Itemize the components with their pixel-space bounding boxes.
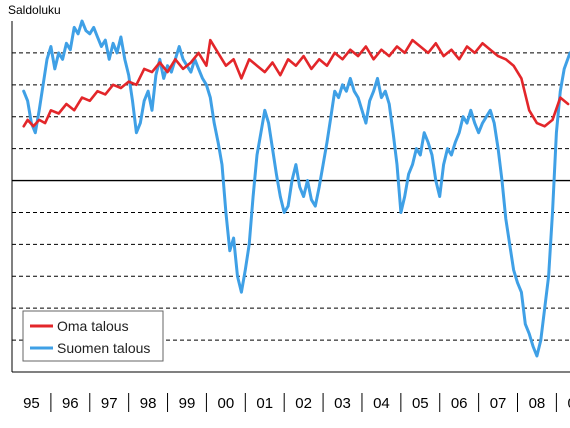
x-tick-label: 03 bbox=[334, 395, 351, 412]
y-axis-label: Saldoluku bbox=[8, 3, 61, 17]
x-tick-label: 09 bbox=[567, 395, 570, 412]
x-tick-label: 98 bbox=[140, 395, 157, 412]
x-tick-label: 01 bbox=[256, 395, 273, 412]
x-tick-label: 08 bbox=[529, 395, 546, 412]
x-tick-label: 00 bbox=[218, 395, 235, 412]
legend-label: Suomen talous bbox=[57, 340, 150, 356]
legend-label: Oma talous bbox=[57, 318, 129, 334]
series-line-oma-talous bbox=[22, 38, 570, 128]
x-tick-label: 99 bbox=[179, 395, 196, 412]
x-tick-label: 95 bbox=[23, 395, 40, 412]
x-tick-label: 07 bbox=[490, 395, 507, 412]
legend-box bbox=[22, 310, 164, 362]
x-tick-label: 06 bbox=[451, 395, 468, 412]
series-line-suomen-talous bbox=[22, 19, 570, 358]
x-tick-label: 05 bbox=[412, 395, 429, 412]
x-tick-label: 04 bbox=[373, 395, 390, 412]
x-tick-label: 02 bbox=[295, 395, 312, 412]
x-tick-label: 97 bbox=[101, 395, 118, 412]
x-tick-label: 96 bbox=[62, 395, 79, 412]
